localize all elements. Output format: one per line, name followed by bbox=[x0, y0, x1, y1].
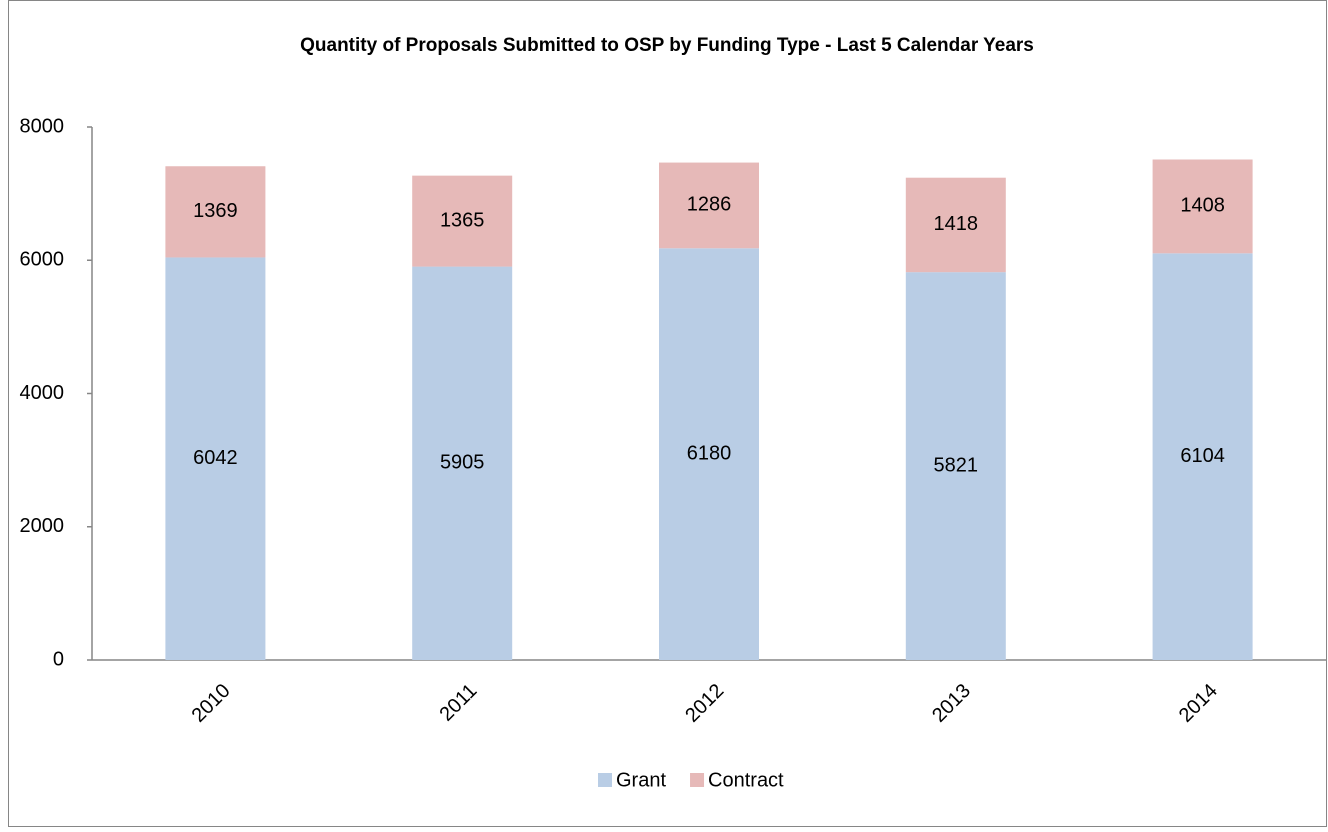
data-label: 5905 bbox=[440, 452, 485, 474]
bar-segment bbox=[165, 166, 266, 258]
y-tick-label: 8000 bbox=[20, 115, 65, 137]
data-label: 5821 bbox=[934, 454, 979, 476]
legend-label: Contract bbox=[708, 769, 784, 791]
legend-swatch bbox=[690, 773, 705, 787]
chart-title: Quantity of Proposals Submitted to OSP b… bbox=[300, 35, 1034, 56]
bar-segment bbox=[165, 257, 266, 660]
data-label: 1369 bbox=[193, 200, 238, 222]
legend-swatch bbox=[598, 773, 612, 787]
bar-segment bbox=[412, 175, 513, 267]
legend-label: Grant bbox=[616, 769, 666, 791]
y-tick-label: 0 bbox=[53, 648, 64, 670]
bar-segment bbox=[905, 177, 1006, 273]
bar-segment bbox=[659, 248, 759, 660]
data-label: 6180 bbox=[687, 442, 732, 464]
bar-segment bbox=[905, 272, 1006, 660]
data-label: 1408 bbox=[1180, 195, 1225, 217]
y-tick-label: 2000 bbox=[20, 515, 65, 537]
bar-segment bbox=[659, 162, 759, 249]
bar-segment bbox=[1152, 159, 1253, 254]
data-label: 6042 bbox=[193, 447, 238, 469]
data-label: 1286 bbox=[687, 194, 732, 216]
bar-segment bbox=[412, 266, 513, 660]
y-tick-label: 6000 bbox=[20, 249, 65, 271]
data-label: 1365 bbox=[440, 209, 485, 231]
data-label: 6104 bbox=[1180, 445, 1225, 467]
y-tick-label: 4000 bbox=[20, 382, 65, 404]
data-label: 1418 bbox=[934, 213, 979, 235]
bar-segment bbox=[1152, 253, 1253, 661]
